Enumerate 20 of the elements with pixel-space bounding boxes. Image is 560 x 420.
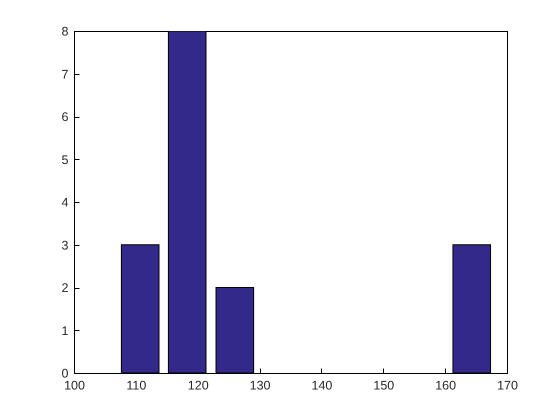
bar	[120, 244, 160, 373]
bar	[452, 244, 492, 373]
y-tick-label: 3	[62, 238, 69, 252]
y-tick-label: 4	[62, 196, 69, 210]
y-tick-label: 2	[62, 281, 69, 295]
y-tick-label: 7	[62, 67, 69, 82]
y-tick-label: 1	[62, 324, 69, 338]
x-tick-label: 100	[64, 378, 85, 392]
x-tick-label: 150	[373, 378, 394, 392]
x-tick-label: 160	[435, 378, 456, 392]
y-tick-label: 6	[62, 110, 69, 124]
y-tick-label: 5	[62, 152, 69, 167]
x-tick-label: 120	[188, 378, 209, 392]
bar	[216, 287, 254, 373]
x-tick-label: 110	[126, 378, 146, 392]
x-tick-label: 170	[497, 378, 518, 392]
y-tick-label: 0	[62, 366, 69, 380]
x-tick-label: 130	[250, 378, 271, 392]
y-tick-label: 8	[62, 24, 69, 38]
x-tick-label: 140	[312, 378, 332, 392]
